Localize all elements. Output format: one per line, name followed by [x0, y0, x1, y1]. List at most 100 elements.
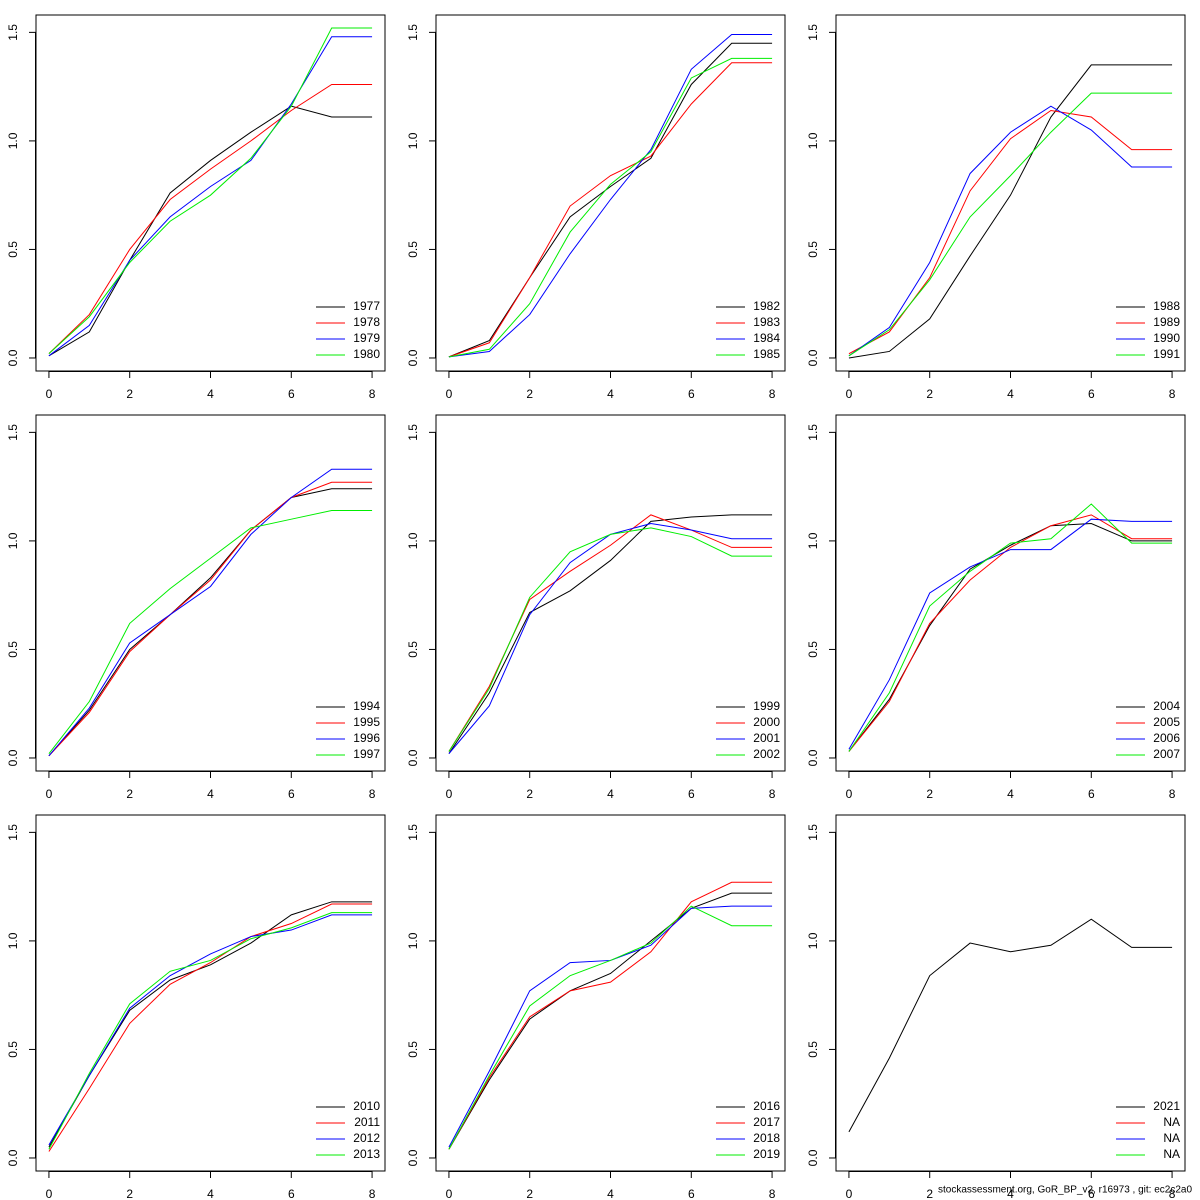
legend-label: 1995	[353, 715, 380, 729]
series-line	[448, 905, 773, 1150]
x-tick-label: 4	[207, 1187, 214, 1200]
y-tick-label: 0.5	[406, 641, 420, 658]
legend-label: 1996	[353, 731, 380, 745]
plot-box	[835, 814, 1186, 1172]
legend-label: 2016	[753, 1099, 780, 1113]
series-line	[48, 510, 373, 754]
series-line	[848, 105, 1173, 357]
x-tick-label: 6	[288, 1187, 295, 1200]
y-tick-label: 0.0	[406, 349, 420, 366]
plot-box	[435, 814, 786, 1172]
series-line	[448, 514, 773, 752]
series-line	[848, 514, 1173, 752]
y-tick-label: 0.0	[6, 1149, 20, 1166]
y-tick-label: 0.0	[406, 1149, 420, 1166]
series-line	[848, 64, 1173, 359]
legend-label: 2007	[1153, 747, 1180, 761]
series-line	[448, 881, 773, 1150]
x-tick-label: 8	[769, 387, 776, 401]
y-tick-label: 0.5	[806, 1041, 820, 1058]
x-tick-label: 4	[207, 787, 214, 801]
legend-label: 2018	[753, 1131, 780, 1145]
legend-label: 1991	[1153, 347, 1180, 361]
x-tick-label: 8	[369, 387, 376, 401]
x-tick-label: 4	[1007, 387, 1014, 401]
series-line	[448, 34, 773, 358]
x-tick-label: 0	[846, 787, 853, 801]
legend-label: 1989	[1153, 315, 1180, 329]
y-tick-label: 1.0	[6, 532, 20, 549]
series-line	[48, 83, 373, 354]
legend-label: NA	[1163, 1115, 1180, 1129]
y-tick-label: 1.5	[6, 24, 20, 41]
legend-label: 1988	[1153, 299, 1180, 313]
y-tick-label: 0.0	[806, 349, 820, 366]
x-tick-label: 0	[446, 1187, 453, 1200]
legend-label: 2004	[1153, 699, 1180, 713]
y-tick-label: 1.0	[6, 932, 20, 949]
y-tick-label: 0.5	[806, 641, 820, 658]
legend-label: 2010	[353, 1099, 380, 1113]
x-tick-label: 8	[1169, 787, 1176, 801]
series-line	[48, 914, 373, 1146]
x-tick-label: 6	[688, 787, 695, 801]
y-tick-label: 1.0	[406, 132, 420, 149]
x-tick-label: 0	[46, 1187, 53, 1200]
x-tick-label: 4	[607, 787, 614, 801]
y-tick-label: 1.0	[406, 532, 420, 549]
x-tick-label: 8	[769, 1187, 776, 1200]
y-tick-label: 0.5	[6, 1041, 20, 1058]
x-tick-label: 6	[288, 787, 295, 801]
y-tick-label: 1.0	[6, 132, 20, 149]
series-line	[48, 27, 373, 355]
plot-box	[835, 414, 1186, 772]
series-line	[48, 481, 373, 757]
y-tick-label: 0.5	[6, 641, 20, 658]
y-tick-label: 0.0	[6, 749, 20, 766]
plot-box	[35, 814, 386, 1172]
x-tick-label: 4	[607, 1187, 614, 1200]
x-tick-label: 2	[526, 387, 533, 401]
x-tick-label: 2	[126, 787, 133, 801]
x-tick-label: 8	[369, 787, 376, 801]
legend-label: 1979	[353, 331, 380, 345]
footer: stockassessment.org, GoR_BP_v2, r16973 ,…	[938, 1185, 1192, 1196]
x-tick-label: 2	[926, 1187, 933, 1200]
y-tick-label: 0.5	[406, 1041, 420, 1058]
legend-label: 2006	[1153, 731, 1180, 745]
legend-label: 2000	[753, 715, 780, 729]
x-tick-label: 0	[46, 387, 53, 401]
y-tick-label: 1.5	[6, 424, 20, 441]
series-line	[48, 468, 373, 757]
x-tick-label: 2	[526, 1187, 533, 1200]
legend-label: 2001	[753, 731, 780, 745]
series-line	[448, 57, 773, 358]
x-tick-label: 2	[126, 1187, 133, 1200]
y-tick-label: 1.5	[806, 424, 820, 441]
legend-label: 2017	[753, 1115, 780, 1129]
y-tick-label: 0.0	[806, 1149, 820, 1166]
x-tick-label: 2	[926, 387, 933, 401]
x-tick-label: 4	[1007, 787, 1014, 801]
x-tick-label: 0	[446, 787, 453, 801]
x-tick-label: 4	[207, 387, 214, 401]
y-tick-label: 0.5	[806, 241, 820, 258]
legend-label: 1985	[753, 347, 780, 361]
x-tick-label: 2	[526, 787, 533, 801]
x-tick-label: 0	[46, 787, 53, 801]
x-tick-label: 6	[688, 1187, 695, 1200]
legend-label: 1997	[353, 747, 380, 761]
series-line	[848, 109, 1173, 355]
series-line	[848, 518, 1173, 750]
y-tick-label: 0.5	[406, 241, 420, 258]
series-line	[848, 503, 1173, 752]
x-tick-label: 4	[607, 387, 614, 401]
y-tick-label: 1.0	[806, 132, 820, 149]
legend-label: 2019	[753, 1147, 780, 1161]
x-tick-label: 8	[1169, 1187, 1176, 1200]
legend-label: 1990	[1153, 331, 1180, 345]
series-line	[48, 36, 373, 357]
x-tick-label: 6	[688, 387, 695, 401]
